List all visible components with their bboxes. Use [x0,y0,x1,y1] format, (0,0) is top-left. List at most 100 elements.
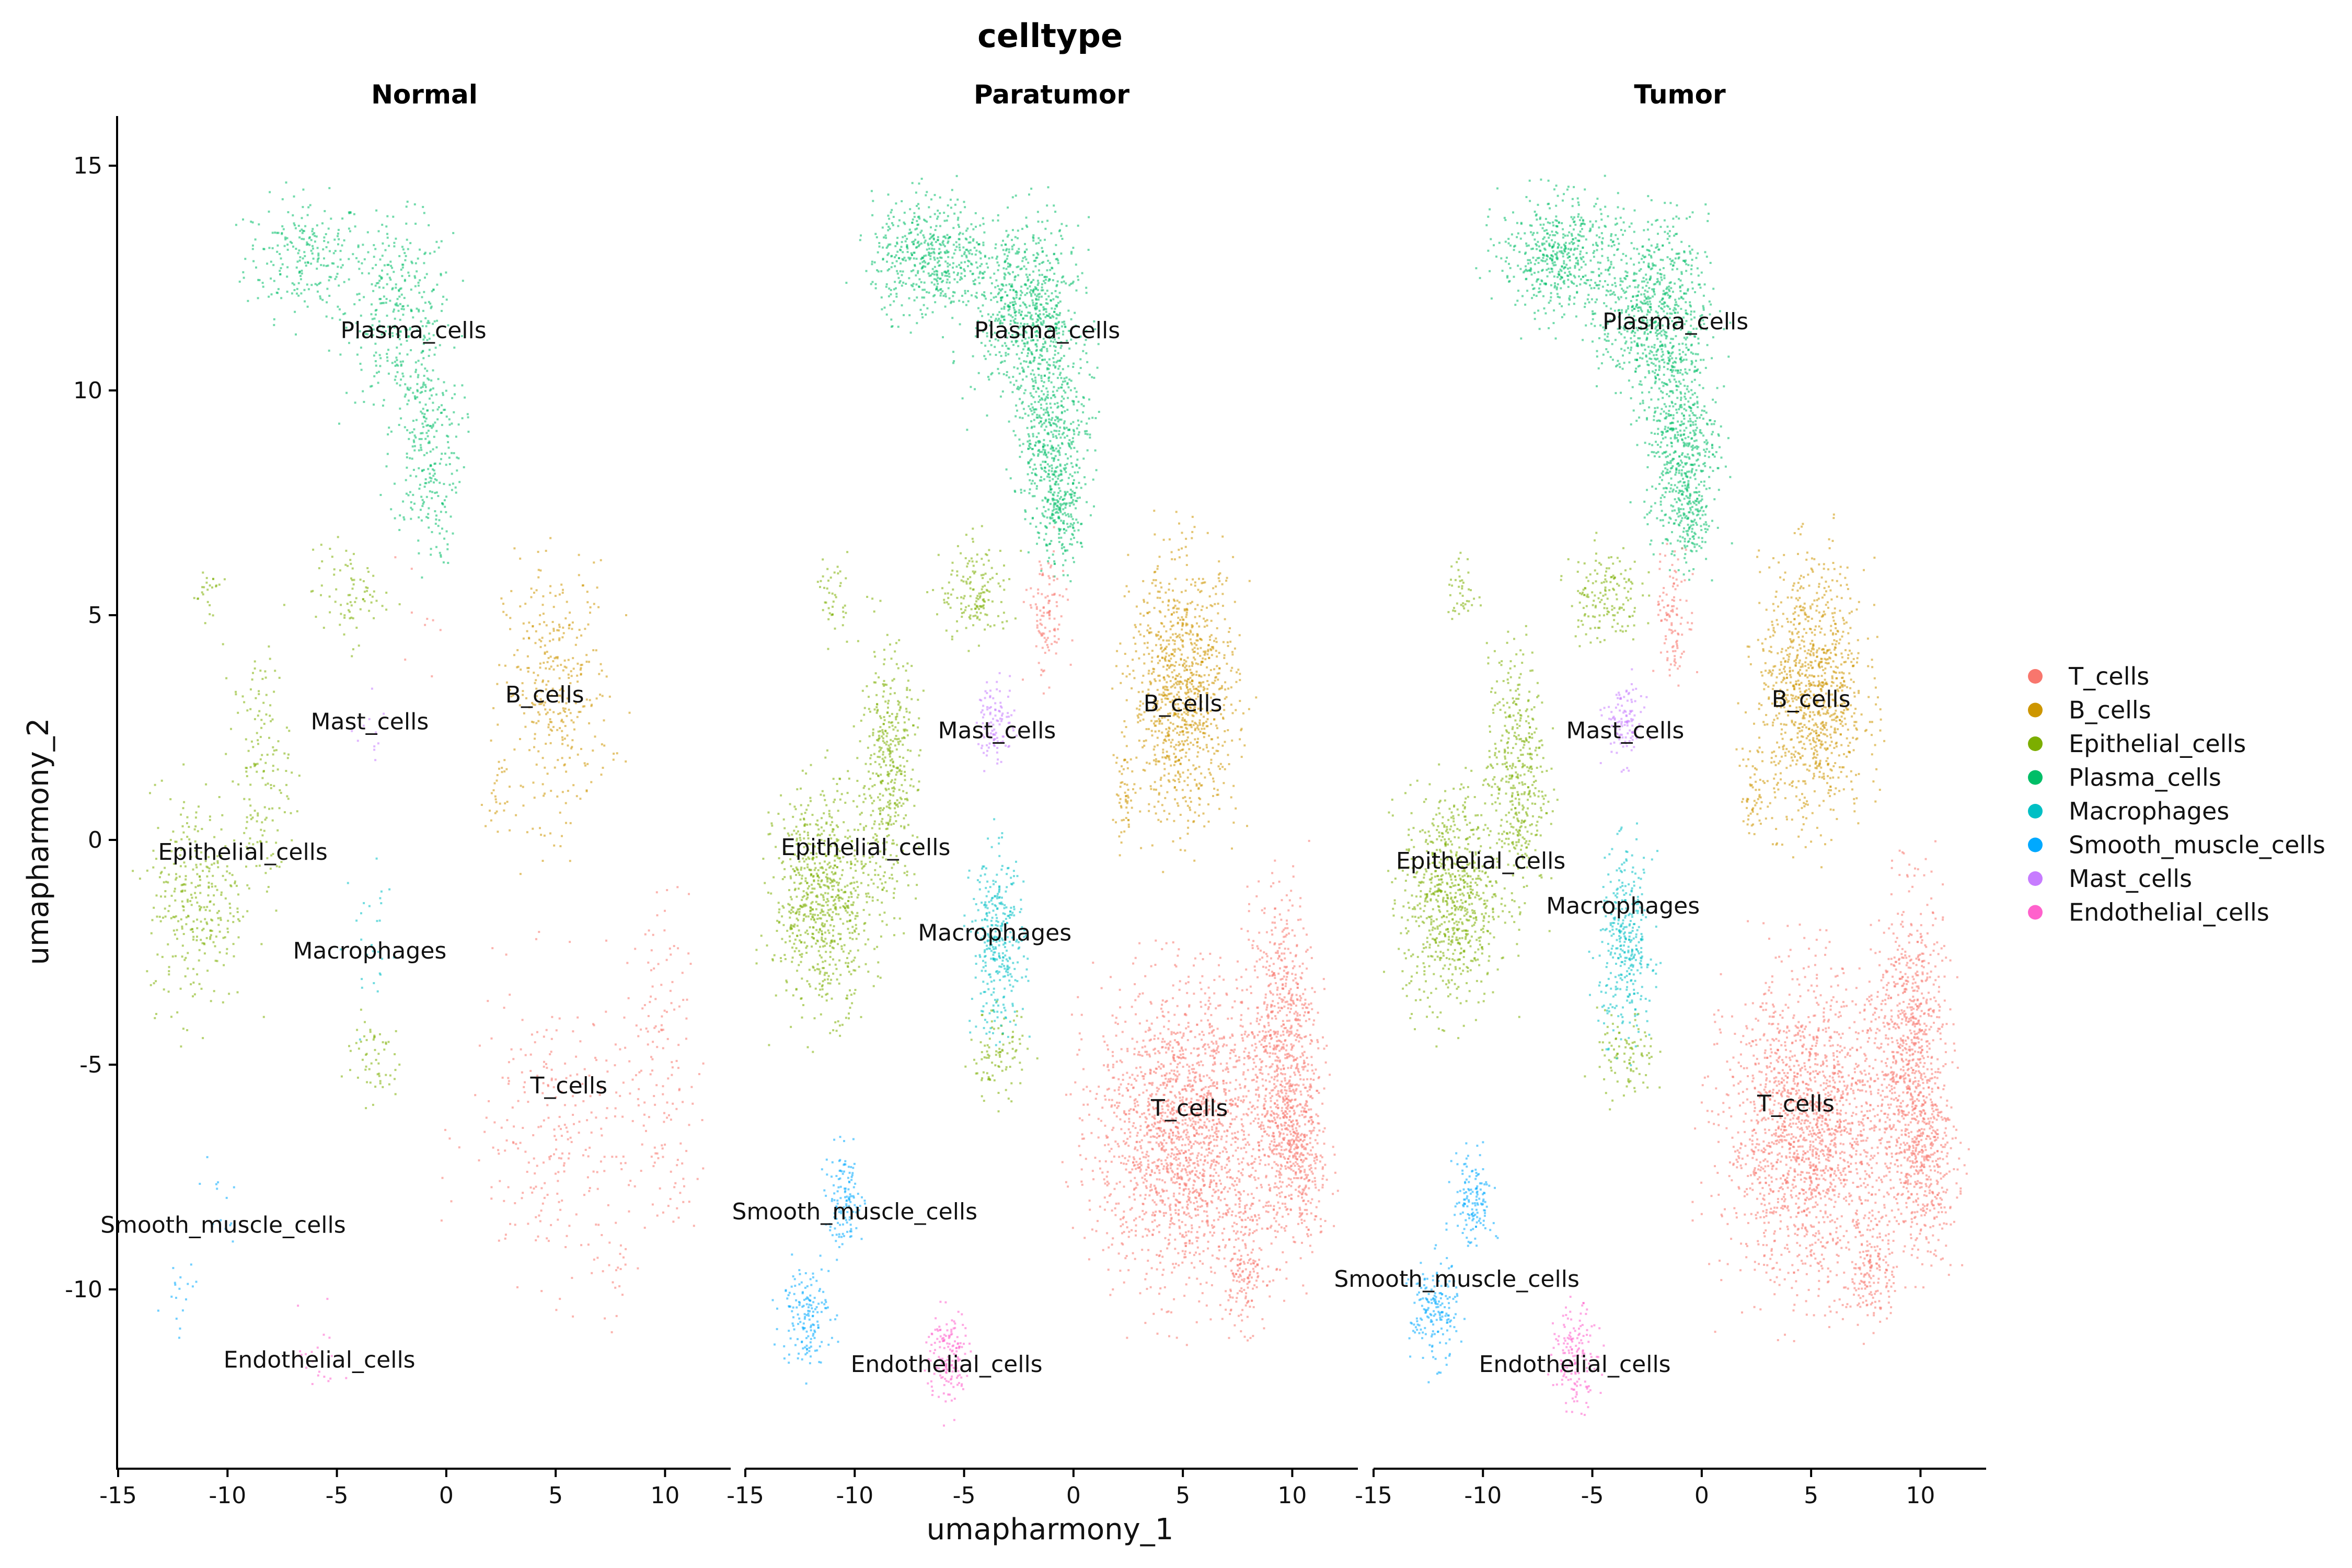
data-point [398,1063,401,1066]
data-point [1143,601,1145,603]
data-point [1215,650,1217,652]
data-point [953,360,955,362]
data-point [663,1112,665,1114]
data-point [910,252,913,255]
data-point [323,240,326,243]
data-point [444,452,446,455]
data-point [1180,658,1182,660]
data-point [1036,318,1039,321]
data-point [205,783,207,786]
data-point [1077,471,1079,474]
data-point [193,993,196,996]
data-point [566,697,569,700]
data-point [1157,655,1159,658]
data-point [575,1055,578,1058]
data-point [1012,376,1014,378]
data-point [560,1128,562,1131]
data-point [444,409,446,411]
data-point [963,201,965,203]
data-point [353,303,356,306]
data-point [1229,627,1231,629]
data-point [271,232,274,234]
data-point [146,970,148,973]
data-point [429,425,431,428]
data-point [455,435,457,438]
data-point [643,1113,645,1116]
data-point [337,228,340,231]
data-point [1025,306,1028,308]
data-point [378,972,381,975]
data-point [1043,444,1046,447]
data-point [402,516,405,518]
data-point [675,1108,678,1110]
data-point [681,972,684,974]
data-point [1009,319,1012,322]
data-point [1063,320,1066,323]
data-point [268,295,270,298]
data-point [1064,559,1067,562]
data-point [1023,489,1026,492]
data-point [167,990,170,993]
data-point [1190,672,1192,674]
data-point [914,228,917,230]
data-point [322,248,325,251]
data-point [1227,754,1229,756]
data-point [1047,397,1049,399]
data-point [402,308,405,310]
data-point [1018,327,1020,330]
data-point [644,933,647,936]
data-point [1008,313,1010,316]
data-point [216,855,219,857]
data-point [691,1102,694,1105]
data-point [1053,508,1055,511]
data-point [225,952,228,955]
data-point [1074,387,1076,389]
data-point [1070,513,1073,516]
data-point [1039,303,1042,306]
data-point [1045,533,1047,535]
data-point [1057,296,1059,298]
data-point [560,720,563,722]
data-point [1163,739,1166,742]
data-point [409,375,412,378]
data-point [442,394,444,396]
data-point [1046,394,1049,396]
data-point [428,338,431,340]
data-point [199,892,202,894]
data-point [999,289,1002,292]
data-point [969,270,972,272]
data-point [187,901,189,903]
data-point [441,411,443,414]
panel-normal: NormalPlasma_cellsB_cellsMast_cellsEpith… [99,79,731,1509]
data-point [1200,684,1202,686]
data-point [1062,406,1065,408]
data-point [553,1153,555,1156]
data-point [1058,320,1060,323]
data-point [1177,681,1179,683]
data-point [571,739,574,742]
data-point [373,617,375,619]
data-point [1050,397,1053,399]
data-point [1197,787,1200,789]
data-point [1073,503,1075,506]
data-point [556,656,559,659]
data-point [1218,580,1221,582]
data-point [1073,561,1075,563]
data-point [326,287,329,290]
data-point [207,894,210,897]
data-point [1196,652,1199,655]
data-point [906,247,909,250]
data-point [197,597,199,600]
data-point [327,227,330,230]
data-point [931,272,933,275]
data-point [498,760,500,763]
data-point [264,762,267,764]
data-point [619,1094,621,1097]
data-point [1219,572,1221,574]
data-point [448,463,451,465]
data-point [1025,268,1028,270]
data-point [927,243,929,245]
data-point [912,285,914,287]
data-point [326,301,328,304]
data-point [245,846,248,848]
